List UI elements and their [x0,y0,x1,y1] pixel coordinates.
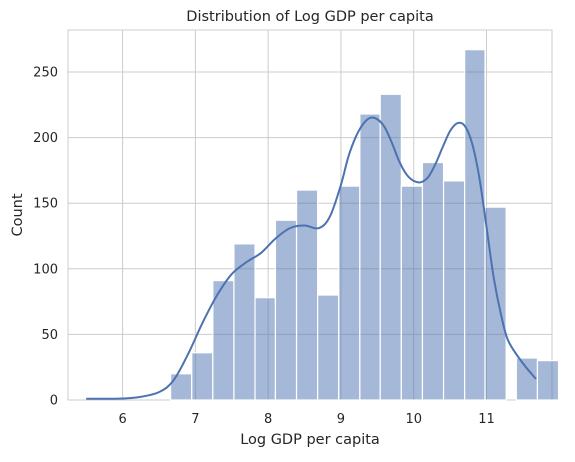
histogram-bar [421,161,445,401]
x-tick-label: 6 [118,412,126,427]
histogram-bar [464,49,486,401]
histogram-bar [233,243,256,401]
x-tick-label: 8 [264,412,272,427]
y-tick-label: 200 [33,131,58,146]
y-tick-label: 0 [50,394,58,409]
y-tick-label: 100 [33,262,58,277]
x-tick-label: 10 [405,412,422,427]
kde-curve [86,116,537,400]
histogram-bar [515,357,539,401]
histogram-bar [317,294,340,401]
x-tick-label: 9 [337,412,345,427]
histogram-bar [295,189,319,401]
x-tick-label: 7 [191,412,199,427]
y-tick-label: 50 [41,328,58,343]
histogram-bars [170,49,560,401]
histogram-bar [191,352,214,401]
y-tick-label: 150 [33,197,58,212]
x-tick-label: 11 [478,412,495,427]
histogram-bar [359,113,381,401]
histogram-bar [536,360,560,401]
histogram-bar [274,219,298,401]
y-tick-label: 250 [33,65,58,80]
histogram-bar [400,185,424,401]
histogram-bar [442,180,466,401]
histogram-bar [170,373,193,401]
histogram-bar [338,185,361,401]
tick-labels: 6 7 8 9 10 11 0 50 100 150 200 250 [33,65,495,427]
chart-title: Distribution of Log GDP per capita [186,9,433,25]
histogram-bar [254,297,277,401]
x-axis-label: Log GDP per capita [240,432,380,448]
y-axis-label: Count [10,193,26,236]
